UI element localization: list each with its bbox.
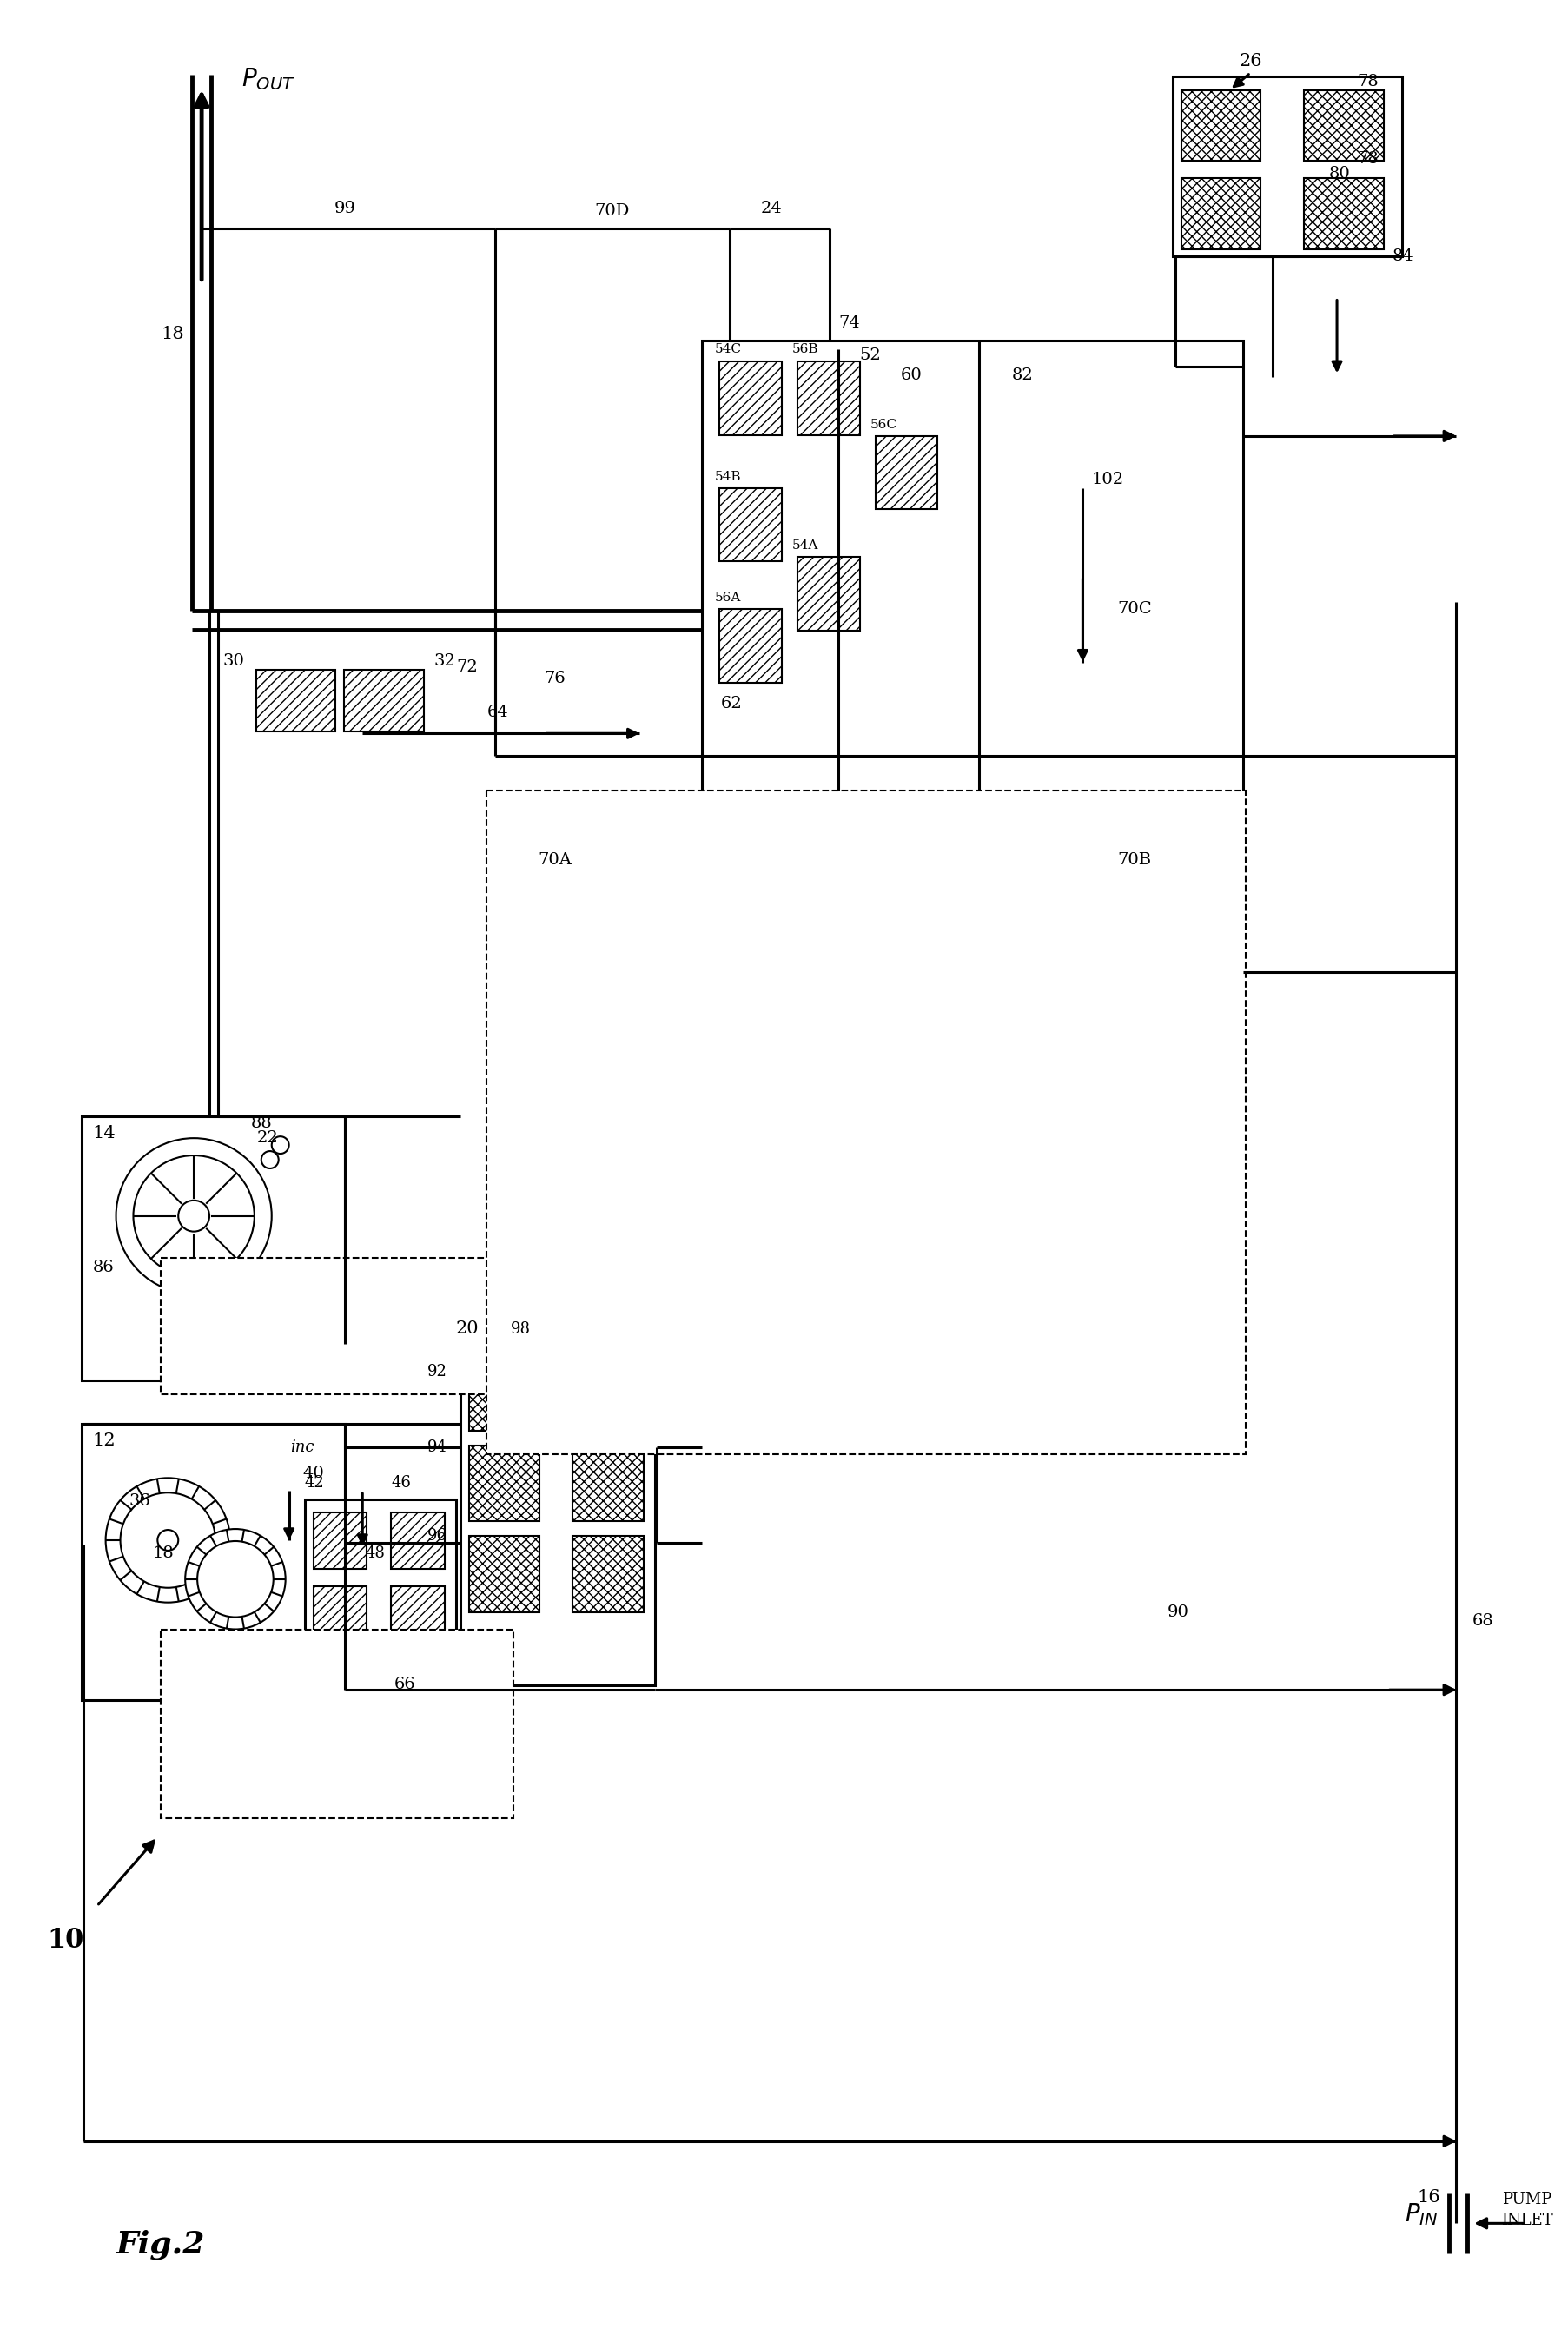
Text: 88: 88 bbox=[251, 1116, 271, 1132]
Text: $P_{OUT}$: $P_{OUT}$ bbox=[241, 65, 295, 91]
Bar bbox=[162, 1630, 514, 1817]
Text: 90: 90 bbox=[1167, 1605, 1189, 1619]
Text: 26: 26 bbox=[1239, 54, 1262, 70]
Text: 18: 18 bbox=[152, 1546, 174, 1560]
Text: inc: inc bbox=[290, 1439, 314, 1456]
Text: 70C: 70C bbox=[1118, 601, 1152, 617]
Text: 98: 98 bbox=[511, 1321, 530, 1337]
Text: 60: 60 bbox=[900, 368, 922, 384]
Text: 46: 46 bbox=[390, 1474, 411, 1491]
Text: $P_{IN}$: $P_{IN}$ bbox=[1405, 2201, 1438, 2227]
Text: 70D: 70D bbox=[594, 203, 630, 219]
Text: 80: 80 bbox=[1328, 165, 1350, 182]
Text: 20: 20 bbox=[456, 1321, 478, 1337]
Text: 94: 94 bbox=[428, 1439, 447, 1456]
Text: 40: 40 bbox=[303, 1465, 325, 1481]
Text: PUMP: PUMP bbox=[1502, 2192, 1552, 2208]
Text: 32: 32 bbox=[434, 652, 456, 668]
Bar bbox=[1305, 91, 1383, 161]
Text: 68: 68 bbox=[1472, 1612, 1493, 1628]
Bar bbox=[304, 1500, 456, 1698]
Text: 96: 96 bbox=[426, 1528, 447, 1544]
Text: 18: 18 bbox=[160, 326, 183, 342]
Bar bbox=[469, 1535, 539, 1612]
Bar bbox=[256, 668, 336, 731]
Circle shape bbox=[133, 1155, 254, 1276]
Bar bbox=[345, 668, 423, 731]
Text: 99: 99 bbox=[334, 200, 356, 217]
Text: 64: 64 bbox=[488, 706, 510, 720]
Circle shape bbox=[198, 1542, 273, 1616]
Text: 48: 48 bbox=[365, 1546, 386, 1560]
Text: 52: 52 bbox=[859, 347, 881, 363]
Text: 42: 42 bbox=[304, 1474, 325, 1491]
Bar bbox=[390, 1586, 445, 1642]
Bar bbox=[572, 1535, 643, 1612]
Circle shape bbox=[262, 1151, 279, 1169]
Text: 78: 78 bbox=[1358, 75, 1378, 89]
Bar bbox=[1181, 91, 1261, 161]
Bar bbox=[720, 608, 782, 682]
Text: 24: 24 bbox=[760, 200, 782, 217]
Text: 72: 72 bbox=[456, 659, 478, 675]
Text: 78: 78 bbox=[1358, 151, 1378, 168]
Text: 30: 30 bbox=[223, 652, 245, 668]
Bar bbox=[390, 1512, 445, 1570]
Bar bbox=[162, 1258, 514, 1395]
Circle shape bbox=[271, 1137, 289, 1153]
Bar bbox=[720, 487, 782, 561]
Text: 54B: 54B bbox=[715, 470, 742, 482]
Circle shape bbox=[179, 1199, 210, 1232]
Text: 16: 16 bbox=[1417, 2189, 1439, 2206]
Bar bbox=[314, 1512, 367, 1570]
Text: 92: 92 bbox=[428, 1365, 447, 1379]
Text: 54A: 54A bbox=[792, 540, 818, 552]
Text: Fig.2: Fig.2 bbox=[116, 2229, 205, 2259]
Bar bbox=[486, 790, 1245, 1456]
Text: 56C: 56C bbox=[870, 419, 897, 431]
Bar bbox=[314, 1586, 367, 1642]
Text: 74: 74 bbox=[839, 317, 859, 331]
Text: 76: 76 bbox=[544, 671, 566, 687]
Bar bbox=[82, 1116, 345, 1381]
Text: 14: 14 bbox=[93, 1125, 116, 1141]
Circle shape bbox=[105, 1479, 230, 1602]
Circle shape bbox=[185, 1528, 285, 1630]
Text: 102: 102 bbox=[1091, 470, 1124, 487]
Text: 10: 10 bbox=[47, 1926, 85, 1954]
Text: 70B: 70B bbox=[1118, 852, 1151, 866]
Bar bbox=[798, 361, 859, 436]
Bar bbox=[1181, 179, 1261, 249]
Bar bbox=[702, 340, 1243, 1099]
Text: 54C: 54C bbox=[715, 342, 742, 356]
Circle shape bbox=[116, 1139, 271, 1295]
Bar bbox=[720, 361, 782, 436]
Bar bbox=[572, 1353, 643, 1430]
Bar bbox=[875, 436, 938, 510]
Text: 56A: 56A bbox=[715, 592, 740, 603]
Text: 36: 36 bbox=[130, 1493, 151, 1509]
Text: 82: 82 bbox=[1011, 368, 1033, 384]
Text: 66: 66 bbox=[395, 1677, 416, 1693]
Circle shape bbox=[157, 1530, 179, 1551]
Text: INLET: INLET bbox=[1501, 2213, 1552, 2229]
Bar bbox=[82, 1423, 345, 1700]
Bar bbox=[572, 1444, 643, 1521]
Bar bbox=[1173, 77, 1402, 256]
Text: 86: 86 bbox=[93, 1260, 114, 1276]
Text: 62: 62 bbox=[721, 696, 742, 713]
Text: 56B: 56B bbox=[792, 342, 818, 356]
Bar bbox=[469, 1444, 539, 1521]
Bar bbox=[798, 557, 859, 631]
Bar bbox=[1305, 179, 1383, 249]
Text: 70A: 70A bbox=[538, 852, 572, 866]
Text: 12: 12 bbox=[93, 1432, 116, 1449]
Text: 84: 84 bbox=[1392, 249, 1413, 263]
Text: 22: 22 bbox=[257, 1130, 278, 1146]
Circle shape bbox=[121, 1493, 215, 1588]
Bar bbox=[469, 1353, 539, 1430]
Bar bbox=[459, 1344, 655, 1686]
